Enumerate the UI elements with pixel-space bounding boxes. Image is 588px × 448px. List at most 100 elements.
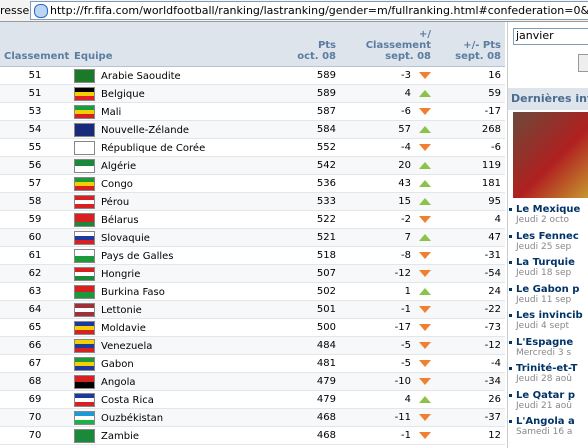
- trend-arrow: [419, 89, 431, 97]
- team-cell: Gabon: [70, 354, 260, 373]
- news-item[interactable]: L'Angola a Samedi 16 a: [508, 416, 588, 443]
- points: 589: [260, 66, 340, 85]
- points-change: -54: [435, 264, 505, 283]
- flag: [74, 320, 95, 335]
- team-name: Angola: [101, 376, 136, 388]
- points: 589: [260, 84, 340, 103]
- rank-change: -12: [394, 268, 411, 279]
- news-item[interactable]: Trinité-et-T Jeudi 28 aoû: [508, 363, 588, 390]
- rank: 67: [0, 354, 70, 373]
- news-item[interactable]: L'Espagne Mercredi 3 s: [508, 337, 588, 364]
- trend-arrow: [419, 359, 431, 367]
- team-cell: Arabie Saoudite: [70, 66, 260, 85]
- news-item[interactable]: Le Qatar p Jeudi 21 aoû: [508, 390, 588, 417]
- column-header: Pts oct. 08: [260, 22, 340, 67]
- rank-change-cell: -11: [340, 408, 435, 427]
- trend-arrow: [419, 143, 431, 151]
- ranking-row: 57 Congo 536 43 181: [0, 174, 505, 193]
- news-title: L'Espagne: [516, 336, 574, 348]
- rank: 60: [0, 228, 70, 247]
- points: 587: [260, 102, 340, 121]
- news-item[interactable]: Les invincib Jeudi 4 sept: [508, 310, 588, 337]
- news-title: Les invincib: [516, 310, 583, 321]
- flag: [74, 284, 95, 299]
- news-item[interactable]: Le Mexique Jeudi 2 octo: [508, 204, 588, 231]
- team-cell: Pérou: [70, 192, 260, 211]
- rank: 64: [0, 300, 70, 319]
- ranking-row: 64 Lettonie 501 -1 -22: [0, 300, 505, 319]
- team-name: Costa Rica: [101, 394, 154, 406]
- rank-change-cell: -1: [340, 426, 435, 445]
- ranking-row: 66 Venezuela 484 -5 -12: [0, 336, 505, 355]
- points-change: 16: [435, 66, 505, 85]
- trend-arrow: [419, 125, 431, 133]
- trend-arrow: [419, 107, 431, 115]
- news-photo[interactable]: [513, 112, 588, 198]
- team-cell: Lettonie: [70, 300, 260, 319]
- rank-change-cell: -5: [340, 354, 435, 373]
- ranking-row: 67 Gabon 481 -5 -4: [0, 354, 505, 373]
- team-name: Hongrie: [101, 268, 141, 280]
- rank: 66: [0, 336, 70, 355]
- flag: [74, 230, 95, 245]
- rank-change: 15: [398, 196, 411, 207]
- ranking-row: 63 Burkina Faso 502 1 24: [0, 282, 505, 301]
- points: 468: [260, 408, 340, 427]
- url-field[interactable]: http://fr.fifa.com/worldfootball/ranking…: [30, 1, 588, 20]
- points: 521: [260, 228, 340, 247]
- flag: [74, 374, 95, 389]
- news-title: Les Fennec: [516, 230, 579, 242]
- trend-arrow: [419, 431, 431, 439]
- rank-change: -1: [401, 304, 411, 315]
- ranking-row: 61 Pays de Galles 518 -8 -31: [0, 246, 505, 265]
- team-name: Moldavie: [101, 322, 146, 334]
- flag: [74, 140, 95, 155]
- points: 542: [260, 156, 340, 175]
- news-title: Le Qatar p: [516, 389, 575, 401]
- ranking-row: 70 Ouzbékistan 468 -11 -37: [0, 408, 505, 427]
- month-select[interactable]: janvier: [513, 28, 588, 45]
- rank-change-cell: 4: [340, 390, 435, 409]
- points-change: -6: [435, 138, 505, 157]
- rank-change: -2: [401, 214, 411, 225]
- team-cell: Costa Rica: [70, 390, 260, 409]
- rank-change-cell: -1: [340, 300, 435, 319]
- address-label: resse: [0, 4, 30, 17]
- flag: [74, 176, 95, 191]
- table-body: 51 Arabie Saoudite 589 -3 16 51 Belgique 589 4 59…: [0, 66, 505, 445]
- points-change: 26: [435, 390, 505, 409]
- team-name: Gabon: [101, 358, 134, 370]
- rank: 57: [0, 174, 70, 193]
- points-change: 59: [435, 84, 505, 103]
- points: 584: [260, 120, 340, 139]
- rank-change: 4: [404, 88, 411, 99]
- news-item[interactable]: Le Gabon p Jeudi 11 sep: [508, 284, 588, 311]
- points-change: 119: [435, 156, 505, 175]
- news-item[interactable]: La Turquie Jeudi 18 sep: [508, 257, 588, 284]
- trend-arrow: [419, 413, 431, 421]
- rank-change: -1: [401, 430, 411, 441]
- button[interactable]: [578, 54, 588, 72]
- points-change: 268: [435, 120, 505, 139]
- news-date: Jeudi 25 sep: [516, 241, 572, 252]
- rank-change: -4: [401, 142, 411, 153]
- points: 481: [260, 354, 340, 373]
- rank-change: 4: [404, 394, 411, 405]
- flag: [74, 302, 95, 317]
- news-title: Trinité-et-T: [516, 363, 578, 374]
- points: 500: [260, 318, 340, 337]
- ranking-row: 59 Bélarus 522 -2 4: [0, 210, 505, 229]
- points-change: 95: [435, 192, 505, 211]
- rank-change: 7: [404, 232, 411, 243]
- team-name: Algérie: [101, 160, 137, 172]
- rank-change: -5: [401, 340, 411, 351]
- points: 479: [260, 390, 340, 409]
- news-item[interactable]: Les Fennec Jeudi 25 sep: [508, 231, 588, 258]
- points-change: -4: [435, 354, 505, 373]
- ranking-row: 62 Hongrie 507 -12 -54: [0, 264, 505, 283]
- points: 533: [260, 192, 340, 211]
- rank-change-cell: 7: [340, 228, 435, 247]
- rank-change: -5: [401, 358, 411, 369]
- ranking-row: 55 République de Corée 552 -4 -6: [0, 138, 505, 157]
